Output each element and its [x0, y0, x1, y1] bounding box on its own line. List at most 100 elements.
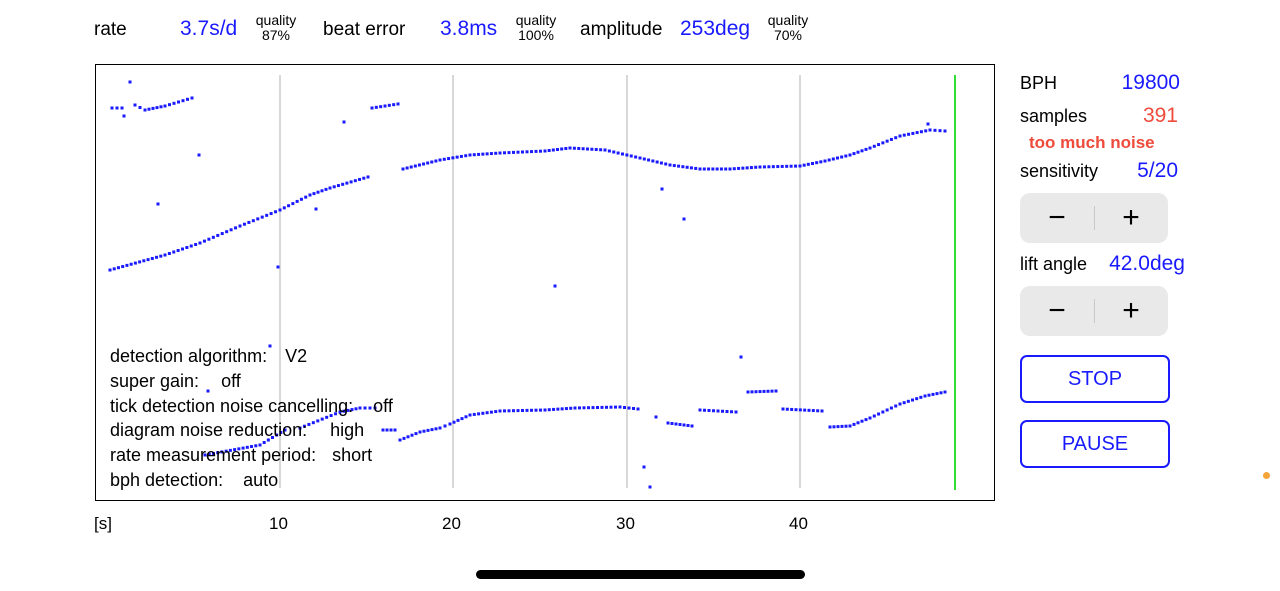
timegraph-dot — [189, 244, 193, 248]
detection-algorithm-value: V2 — [285, 346, 308, 366]
timegraph-dot — [275, 433, 279, 437]
timegraph-dot — [438, 158, 442, 162]
timegraph-dot — [586, 147, 589, 151]
timegraph-dot — [836, 156, 839, 160]
timegraph-dot — [177, 100, 180, 104]
timegraph-dot — [503, 409, 506, 413]
timegraph-dot — [642, 465, 646, 469]
beat-quality-label: quality — [515, 12, 557, 28]
timegraph-dot — [418, 430, 422, 434]
timegraph-dot — [889, 406, 893, 410]
timegraph-dot — [464, 154, 468, 158]
timegraph-dot — [389, 428, 393, 432]
timegraph-dot — [831, 157, 835, 161]
timegraph-dot — [447, 157, 451, 161]
timegraph-dot — [341, 182, 345, 186]
timegraph-dot — [128, 80, 132, 84]
timegraph-dot — [498, 151, 502, 155]
timegraph-dot — [938, 129, 942, 133]
sensitivity-value: 5/20 — [1137, 159, 1178, 182]
timegraph-dot — [225, 230, 229, 234]
timegraph-dot — [836, 425, 840, 429]
timegraph-dot — [234, 226, 238, 230]
timegraph-dot — [569, 406, 573, 410]
timegraph-dot — [923, 394, 927, 398]
timegraph-dot — [413, 164, 417, 168]
timegraph-dot — [332, 185, 336, 189]
super-gain-label: super gain: — [110, 370, 200, 391]
timegraph-dot — [233, 448, 237, 452]
timegraph-dot — [864, 147, 868, 151]
timegraph-dot — [856, 421, 860, 425]
home-indicator[interactable] — [476, 570, 805, 579]
noise-warning: too much noise — [1029, 133, 1155, 152]
timegraph-dot — [521, 409, 524, 412]
sensitivity-label: sensitivity — [1020, 161, 1099, 181]
timegraph-dot — [167, 252, 171, 255]
timegraph-dot — [737, 166, 741, 170]
timegraph-dot — [133, 261, 137, 265]
timegraph-dot — [820, 409, 824, 413]
timegraph-dot — [634, 155, 638, 159]
timegraph-dot — [911, 398, 914, 402]
timegraph-dot — [311, 421, 315, 425]
x-unit-label: [s] — [94, 514, 112, 533]
timegraph-dot — [789, 164, 793, 168]
timegraph-dot — [422, 162, 426, 166]
timegraph-dot — [362, 176, 366, 180]
timegraph-dot — [353, 179, 357, 183]
timegraph-dot — [629, 154, 633, 158]
timegraph-dot — [334, 412, 338, 416]
timegraph-dot — [220, 450, 224, 454]
lift-angle-increase-button[interactable]: + — [1122, 294, 1140, 327]
bph-detection-value: auto — [243, 469, 279, 490]
timegraph-dot — [242, 222, 246, 226]
lift-angle-decrease-button[interactable]: − — [1048, 294, 1066, 327]
timegraph-dot — [860, 149, 864, 153]
timegraph-dot — [316, 419, 320, 423]
timegraph-dot — [919, 130, 923, 134]
timegraph-dot — [282, 206, 286, 210]
timegraph-dot — [414, 432, 418, 436]
bph-detection-row: bph detection: auto — [110, 468, 393, 493]
timegraph-dot — [840, 155, 844, 159]
timegraph-dot — [856, 150, 860, 154]
timegraph-dot — [379, 105, 383, 109]
timegraph-dot — [933, 128, 937, 132]
timegraph-dot — [207, 237, 211, 241]
timegraph-dot — [732, 167, 736, 171]
timegraph-dot — [265, 213, 269, 217]
timegraph-dot — [494, 151, 498, 155]
timegraph-dot — [247, 220, 251, 224]
stop-button[interactable]: STOP — [1020, 355, 1170, 403]
timegraph-dot — [762, 389, 766, 393]
timegraph-dot — [507, 409, 511, 413]
timegraph-dot — [707, 167, 711, 171]
timegraph-dot — [459, 154, 463, 158]
sensitivity-increase-button[interactable]: + — [1122, 201, 1140, 234]
timegraph-dot — [216, 451, 220, 455]
timegraph-dot — [605, 405, 608, 409]
timegraph-dot — [707, 409, 711, 412]
timegraph-dot — [342, 409, 346, 413]
timegraph-dot — [599, 148, 603, 152]
pause-button[interactable]: PAUSE — [1020, 420, 1170, 468]
timegraph-dot — [387, 103, 391, 107]
timegraph-dot — [666, 421, 670, 425]
timegraph-dot — [939, 391, 943, 395]
timegraph-dot — [582, 406, 586, 410]
x-tick-20: 20 — [442, 514, 461, 533]
noise-cancelling-row: tick detection noise cancelling: off — [110, 394, 393, 419]
sensitivity-decrease-button[interactable]: − — [1048, 201, 1066, 234]
timegraph-dot — [530, 150, 533, 154]
timegraph-dot — [250, 445, 254, 449]
timegraph-dot — [216, 233, 220, 237]
timegraph-dot — [564, 147, 568, 150]
rate-period-row: rate measurement period: short — [110, 443, 393, 468]
timegraph-dot — [438, 426, 442, 430]
timegraph-dot — [276, 265, 280, 269]
timegraph-dot — [758, 165, 762, 169]
timegraph-dot — [534, 408, 538, 412]
timegraph-dot — [881, 410, 885, 414]
timegraph-dot — [872, 414, 876, 418]
